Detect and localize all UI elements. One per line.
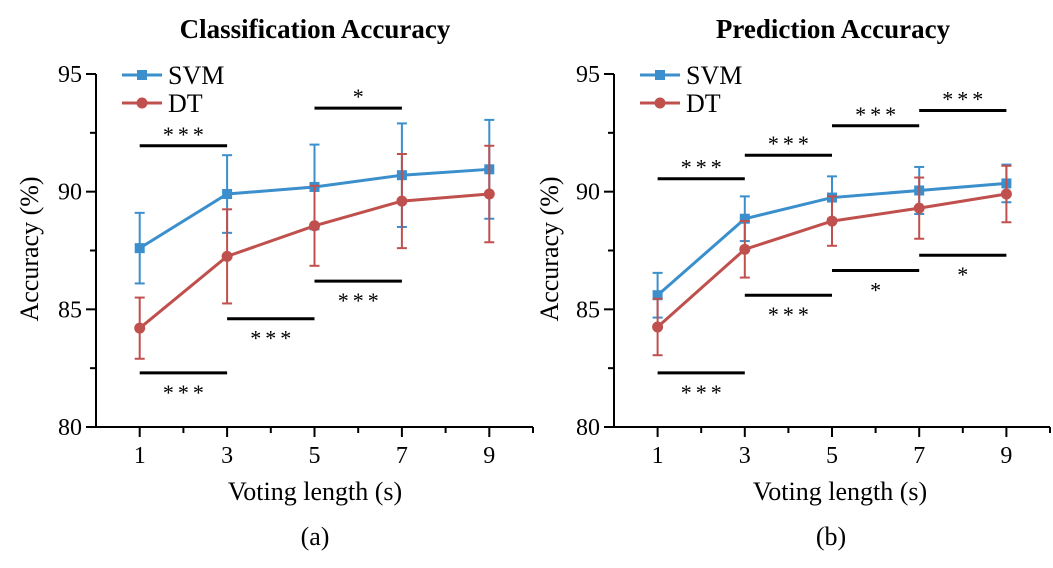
y-tick-label: 90 — [58, 180, 82, 206]
data-point — [1000, 188, 1012, 200]
significance-marker: *** — [227, 317, 315, 351]
data-point — [652, 290, 663, 301]
significance-marker: *** — [919, 86, 1007, 112]
significance-marker: *** — [657, 371, 745, 405]
panel-classification: Classification Accuracy Voting length (s… — [15, 14, 534, 551]
significance-label: * — [353, 84, 368, 109]
data-point — [652, 321, 664, 333]
significance-label: *** — [681, 380, 726, 405]
significance-marker: * — [919, 253, 1007, 287]
y-tick-label: 85 — [58, 297, 82, 323]
data-point — [826, 215, 838, 227]
significance-marker: *** — [314, 279, 402, 313]
data-point — [134, 322, 146, 334]
panel-label: (a) — [301, 522, 330, 551]
x-tick-label: 7 — [396, 443, 408, 469]
significance-marker: * — [832, 269, 920, 303]
x-tick-label: 3 — [221, 443, 233, 469]
y-tick-label: 90 — [576, 180, 600, 206]
significance-label: *** — [163, 380, 208, 405]
x-tick-label: 7 — [913, 443, 925, 469]
legend-marker — [136, 97, 148, 109]
significance-marker: *** — [744, 293, 832, 327]
data-point — [222, 189, 233, 200]
significance-label: *** — [855, 102, 900, 127]
data-point — [739, 243, 751, 255]
legend-marker — [655, 70, 665, 80]
chart-title: Classification Accuracy — [180, 14, 451, 44]
significance-label: *** — [768, 302, 813, 327]
x-tick-label: 1 — [134, 443, 146, 469]
x-tick-label: 5 — [309, 443, 321, 469]
significance-label: *** — [250, 326, 295, 351]
significance-marker: *** — [139, 122, 228, 148]
legend-marker — [654, 97, 666, 109]
significance-label: *** — [338, 288, 383, 313]
data-point — [396, 195, 408, 207]
significance-label: *** — [163, 122, 208, 147]
data-point — [134, 243, 145, 254]
x-tick-label: 9 — [1000, 443, 1012, 469]
y-tick-label: 95 — [58, 62, 82, 88]
legend-label: SVM — [168, 61, 224, 90]
y-axis-label: Accuracy (%) — [535, 176, 564, 321]
x-axis-label: Voting length (s) — [753, 477, 927, 506]
y-tick-label: 95 — [576, 62, 600, 88]
significance-label: * — [957, 262, 972, 287]
x-tick-label: 3 — [739, 443, 751, 469]
panel-prediction: Prediction Accuracy Voting length (s) Ac… — [535, 14, 1051, 551]
significance-label: *** — [768, 131, 813, 156]
legend-marker — [137, 70, 147, 80]
data-point — [309, 220, 320, 232]
significance-marker: *** — [139, 371, 228, 405]
y-tick-label: 80 — [58, 415, 82, 441]
legend-label: SVM — [686, 61, 742, 90]
series-dt — [134, 144, 495, 360]
series-dt — [652, 164, 1012, 357]
data-point — [739, 213, 750, 224]
data-point — [221, 250, 233, 262]
significance-marker: *** — [657, 155, 745, 181]
x-tick-label: 5 — [826, 443, 838, 469]
data-point — [483, 188, 495, 200]
legend-label: DT — [686, 89, 721, 118]
y-tick-label: 85 — [576, 297, 600, 323]
x-axis-label: Voting length (s) — [228, 477, 402, 506]
significance-marker: * — [314, 84, 402, 110]
significance-marker: *** — [744, 131, 832, 157]
y-tick-label: 80 — [576, 415, 600, 441]
significance-marker: *** — [832, 102, 920, 128]
significance-label: *** — [942, 86, 987, 111]
significance-label: * — [870, 278, 885, 303]
significance-label: *** — [681, 155, 726, 180]
panel-label: (b) — [816, 522, 846, 551]
chart-title: Prediction Accuracy — [716, 14, 951, 44]
x-tick-label: 1 — [652, 443, 664, 469]
x-tick-label: 9 — [483, 443, 495, 469]
y-axis-label: Accuracy (%) — [15, 176, 44, 321]
data-point — [913, 202, 925, 214]
legend-label: DT — [168, 89, 203, 118]
